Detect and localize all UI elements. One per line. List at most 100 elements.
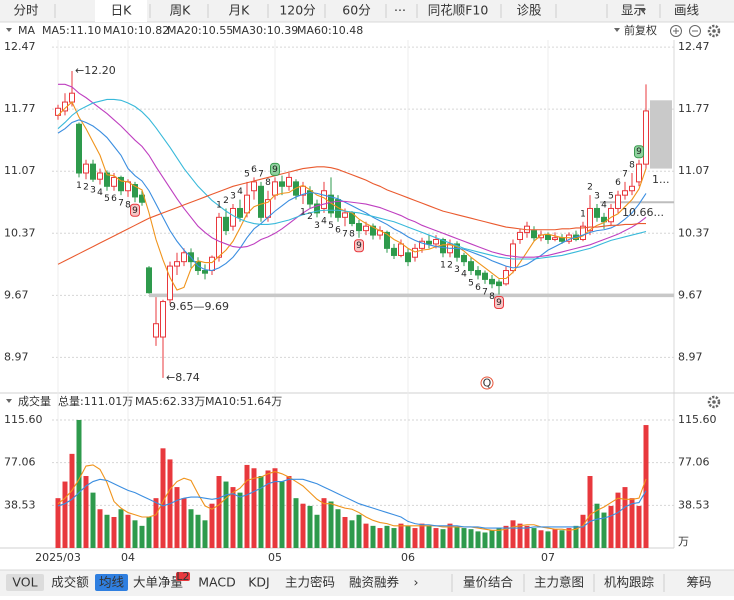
bottom-button[interactable]: 筹码 (686, 575, 711, 590)
y-tick-label-left: 77.06 (4, 456, 36, 469)
candle-body (153, 323, 159, 338)
td-count: 3 (594, 192, 600, 202)
toolbar-tab[interactable]: 120分 (279, 3, 315, 18)
candle-body (405, 252, 411, 263)
bottom-tab[interactable]: MACD (198, 575, 235, 590)
legend-entry: MA30:10.39 (232, 24, 298, 37)
bottom-tab[interactable]: 大单净量 (133, 575, 183, 590)
volume-bar (363, 523, 369, 548)
zoom-out-icon[interactable] (689, 25, 701, 37)
bottom-tab[interactable]: › (414, 575, 419, 590)
gap-band (149, 293, 674, 298)
vol-dropdown-icon[interactable] (6, 399, 12, 403)
zoom-in-icon[interactable] (670, 25, 682, 37)
candle-body (356, 223, 362, 232)
volume-total: 总量:111.01万 (58, 394, 133, 408)
candle-body (244, 194, 250, 214)
bottom-button[interactable]: 量价结合 (463, 575, 514, 590)
td-count: 6 (251, 165, 257, 175)
volume-bar (174, 487, 180, 548)
ma-line (57, 98, 647, 260)
x-tick-label: 04 (121, 551, 135, 564)
ma-line (57, 119, 647, 272)
td-count: 2 (83, 183, 89, 193)
volume-bar (461, 528, 467, 548)
bottom-tab[interactable]: 成交额 (51, 575, 89, 590)
volume-bar (139, 525, 145, 548)
volume-bar (216, 476, 222, 548)
volume-bar (251, 468, 257, 548)
toolbar-right[interactable]: 画线 (674, 3, 700, 18)
toolbar-right[interactable]: 显示 (621, 3, 646, 18)
volume-bar (272, 468, 278, 548)
candle-body (615, 194, 621, 209)
x-tick-label: 2025/03 (35, 551, 81, 564)
adjust-dropdown-icon[interactable] (614, 28, 620, 32)
adjust-mode[interactable]: 前复权 (624, 23, 657, 37)
y-tick-label-left: 11.77 (4, 102, 36, 115)
volume-bar (552, 529, 558, 548)
toolbar-tab[interactable]: 月K (229, 3, 251, 18)
td-count: 7 (258, 169, 264, 179)
volume-bar (503, 525, 509, 548)
bottom-tab[interactable]: 均线 (99, 575, 125, 590)
y-tick-label-right: 11.77 (678, 102, 710, 115)
volume-bar (83, 476, 89, 548)
toolbar-tab[interactable]: 日K (111, 3, 133, 18)
x-tick-label: 06 (401, 551, 415, 564)
td-count: 2 (307, 212, 313, 222)
candle-body (503, 270, 509, 285)
candle-body (587, 207, 593, 232)
bottom-tab[interactable]: 融资融券 (349, 575, 400, 590)
bottom-tab[interactable]: VOL (12, 575, 37, 590)
candle-body (622, 190, 628, 196)
volume-bar (531, 528, 537, 548)
volume-bar (237, 492, 243, 548)
ma-line (57, 166, 646, 265)
y-tick-label-left: 8.97 (4, 350, 29, 363)
volume-bar (384, 525, 390, 548)
toolbar-tab[interactable]: 60分 (342, 3, 370, 18)
toolbar-tab[interactable]: 诊股 (516, 3, 542, 18)
event-marker[interactable]: Q (483, 377, 492, 390)
volume-bar (412, 528, 418, 548)
candle-body (419, 240, 425, 249)
event-marker-bg[interactable] (480, 376, 494, 390)
bottom-tab[interactable]: 主力密码 (285, 575, 335, 590)
projection-box (650, 100, 672, 169)
settings-icon[interactable] (707, 24, 721, 38)
volume-bar (62, 481, 68, 548)
toolbar-tab[interactable]: 同花顺F10 (428, 3, 489, 18)
candle-body (433, 238, 439, 245)
toolbar-tab[interactable]: 周K (170, 3, 192, 18)
volume-bar (580, 514, 586, 548)
bottom-button[interactable]: 机构跟踪 (604, 575, 655, 590)
td-count: 5 (468, 278, 474, 288)
vol-settings-icon[interactable] (707, 395, 721, 409)
td-box (634, 145, 644, 159)
volume-bar (300, 503, 306, 548)
volume-bar (475, 531, 481, 548)
candle-body (202, 270, 208, 274)
bottom-button[interactable]: 主力意图 (534, 575, 584, 590)
candle-body (258, 185, 264, 218)
bottom-tab[interactable]: KDJ (248, 575, 270, 590)
ma-dropdown-icon[interactable] (6, 28, 12, 32)
candle-body (475, 270, 481, 276)
x-tick-label: 05 (268, 551, 282, 564)
volume-bar (510, 520, 516, 548)
candle-body (111, 176, 117, 187)
toolbar-tab[interactable]: 分时 (13, 3, 39, 18)
candle-body (545, 234, 551, 240)
legend-entry: MA60:10.48 (297, 24, 363, 37)
toolbar-tab[interactable]: ··· (394, 3, 406, 18)
td-count: 4 (461, 270, 467, 280)
volume-bar (195, 514, 201, 548)
volume-bar (545, 531, 551, 548)
candle-body (489, 278, 495, 285)
volume-bar (454, 526, 460, 548)
td-count: 4 (601, 200, 607, 210)
volume-bar (202, 520, 208, 548)
td-count: 8 (125, 200, 131, 210)
